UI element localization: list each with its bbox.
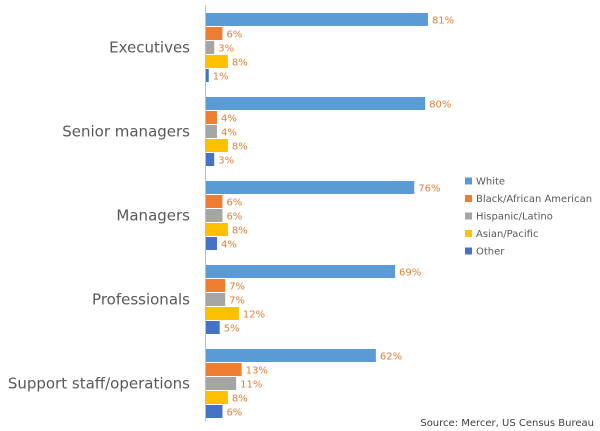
bar [206,27,223,40]
value-label: 7% [229,296,245,307]
bar [206,349,376,362]
value-label: 8% [232,58,248,69]
bar [206,55,228,68]
bar [206,97,426,110]
bar [206,139,228,152]
bar [206,363,242,376]
value-label: 76% [418,184,440,195]
value-label: 4% [221,114,237,125]
category-label: Managers [116,207,190,225]
value-label: 69% [399,268,421,279]
bar [206,265,396,278]
legend-label: Other [476,247,505,258]
value-label: 8% [232,142,248,153]
bar [206,293,226,306]
value-label: 8% [232,226,248,237]
bar [206,279,226,292]
bar [206,41,215,54]
value-label: 80% [429,100,451,111]
value-label: 7% [229,282,245,293]
bar [206,405,223,418]
bar [206,321,220,334]
value-label: 11% [240,380,262,391]
value-label: 13% [246,366,268,377]
legend-label: White [476,177,505,188]
value-label: 8% [232,394,248,405]
category-label: Support staff/operations [8,375,190,393]
bar [206,195,223,208]
bar [206,237,217,250]
legend-label: Hispanic/Latino [476,212,553,223]
value-label: 81% [432,16,454,27]
bar [206,125,217,138]
legend-label: Asian/Pacific [476,229,538,240]
category-label: Executives [109,39,190,57]
category-label: Professionals [92,291,190,309]
bar [206,69,209,82]
value-label: 4% [221,240,237,251]
bar [206,377,237,390]
value-label: 3% [218,44,234,55]
source-note: Source: Mercer, US Census Bureau [420,418,594,429]
bar [206,391,228,404]
value-label: 6% [226,30,242,41]
bar [206,111,217,124]
bar [206,181,415,194]
legend-swatch [465,230,472,237]
bar [206,13,428,26]
value-label: 6% [226,212,242,223]
category-label: Senior managers [62,123,190,141]
value-label: 6% [226,408,242,419]
bar [206,223,228,236]
legend-swatch [465,177,472,185]
value-label: 1% [213,72,229,83]
bar [206,153,215,166]
value-label: 5% [224,324,240,335]
bar [206,209,223,222]
value-label: 62% [380,352,402,363]
value-label: 4% [221,128,237,139]
value-label: 6% [226,198,242,209]
legend-swatch [465,195,472,202]
bar [206,307,239,320]
value-label: 3% [218,156,234,167]
value-label: 12% [243,310,265,321]
legend-label: Black/African American [476,194,592,205]
legend-swatch [465,212,472,220]
legend-swatch [465,247,472,255]
